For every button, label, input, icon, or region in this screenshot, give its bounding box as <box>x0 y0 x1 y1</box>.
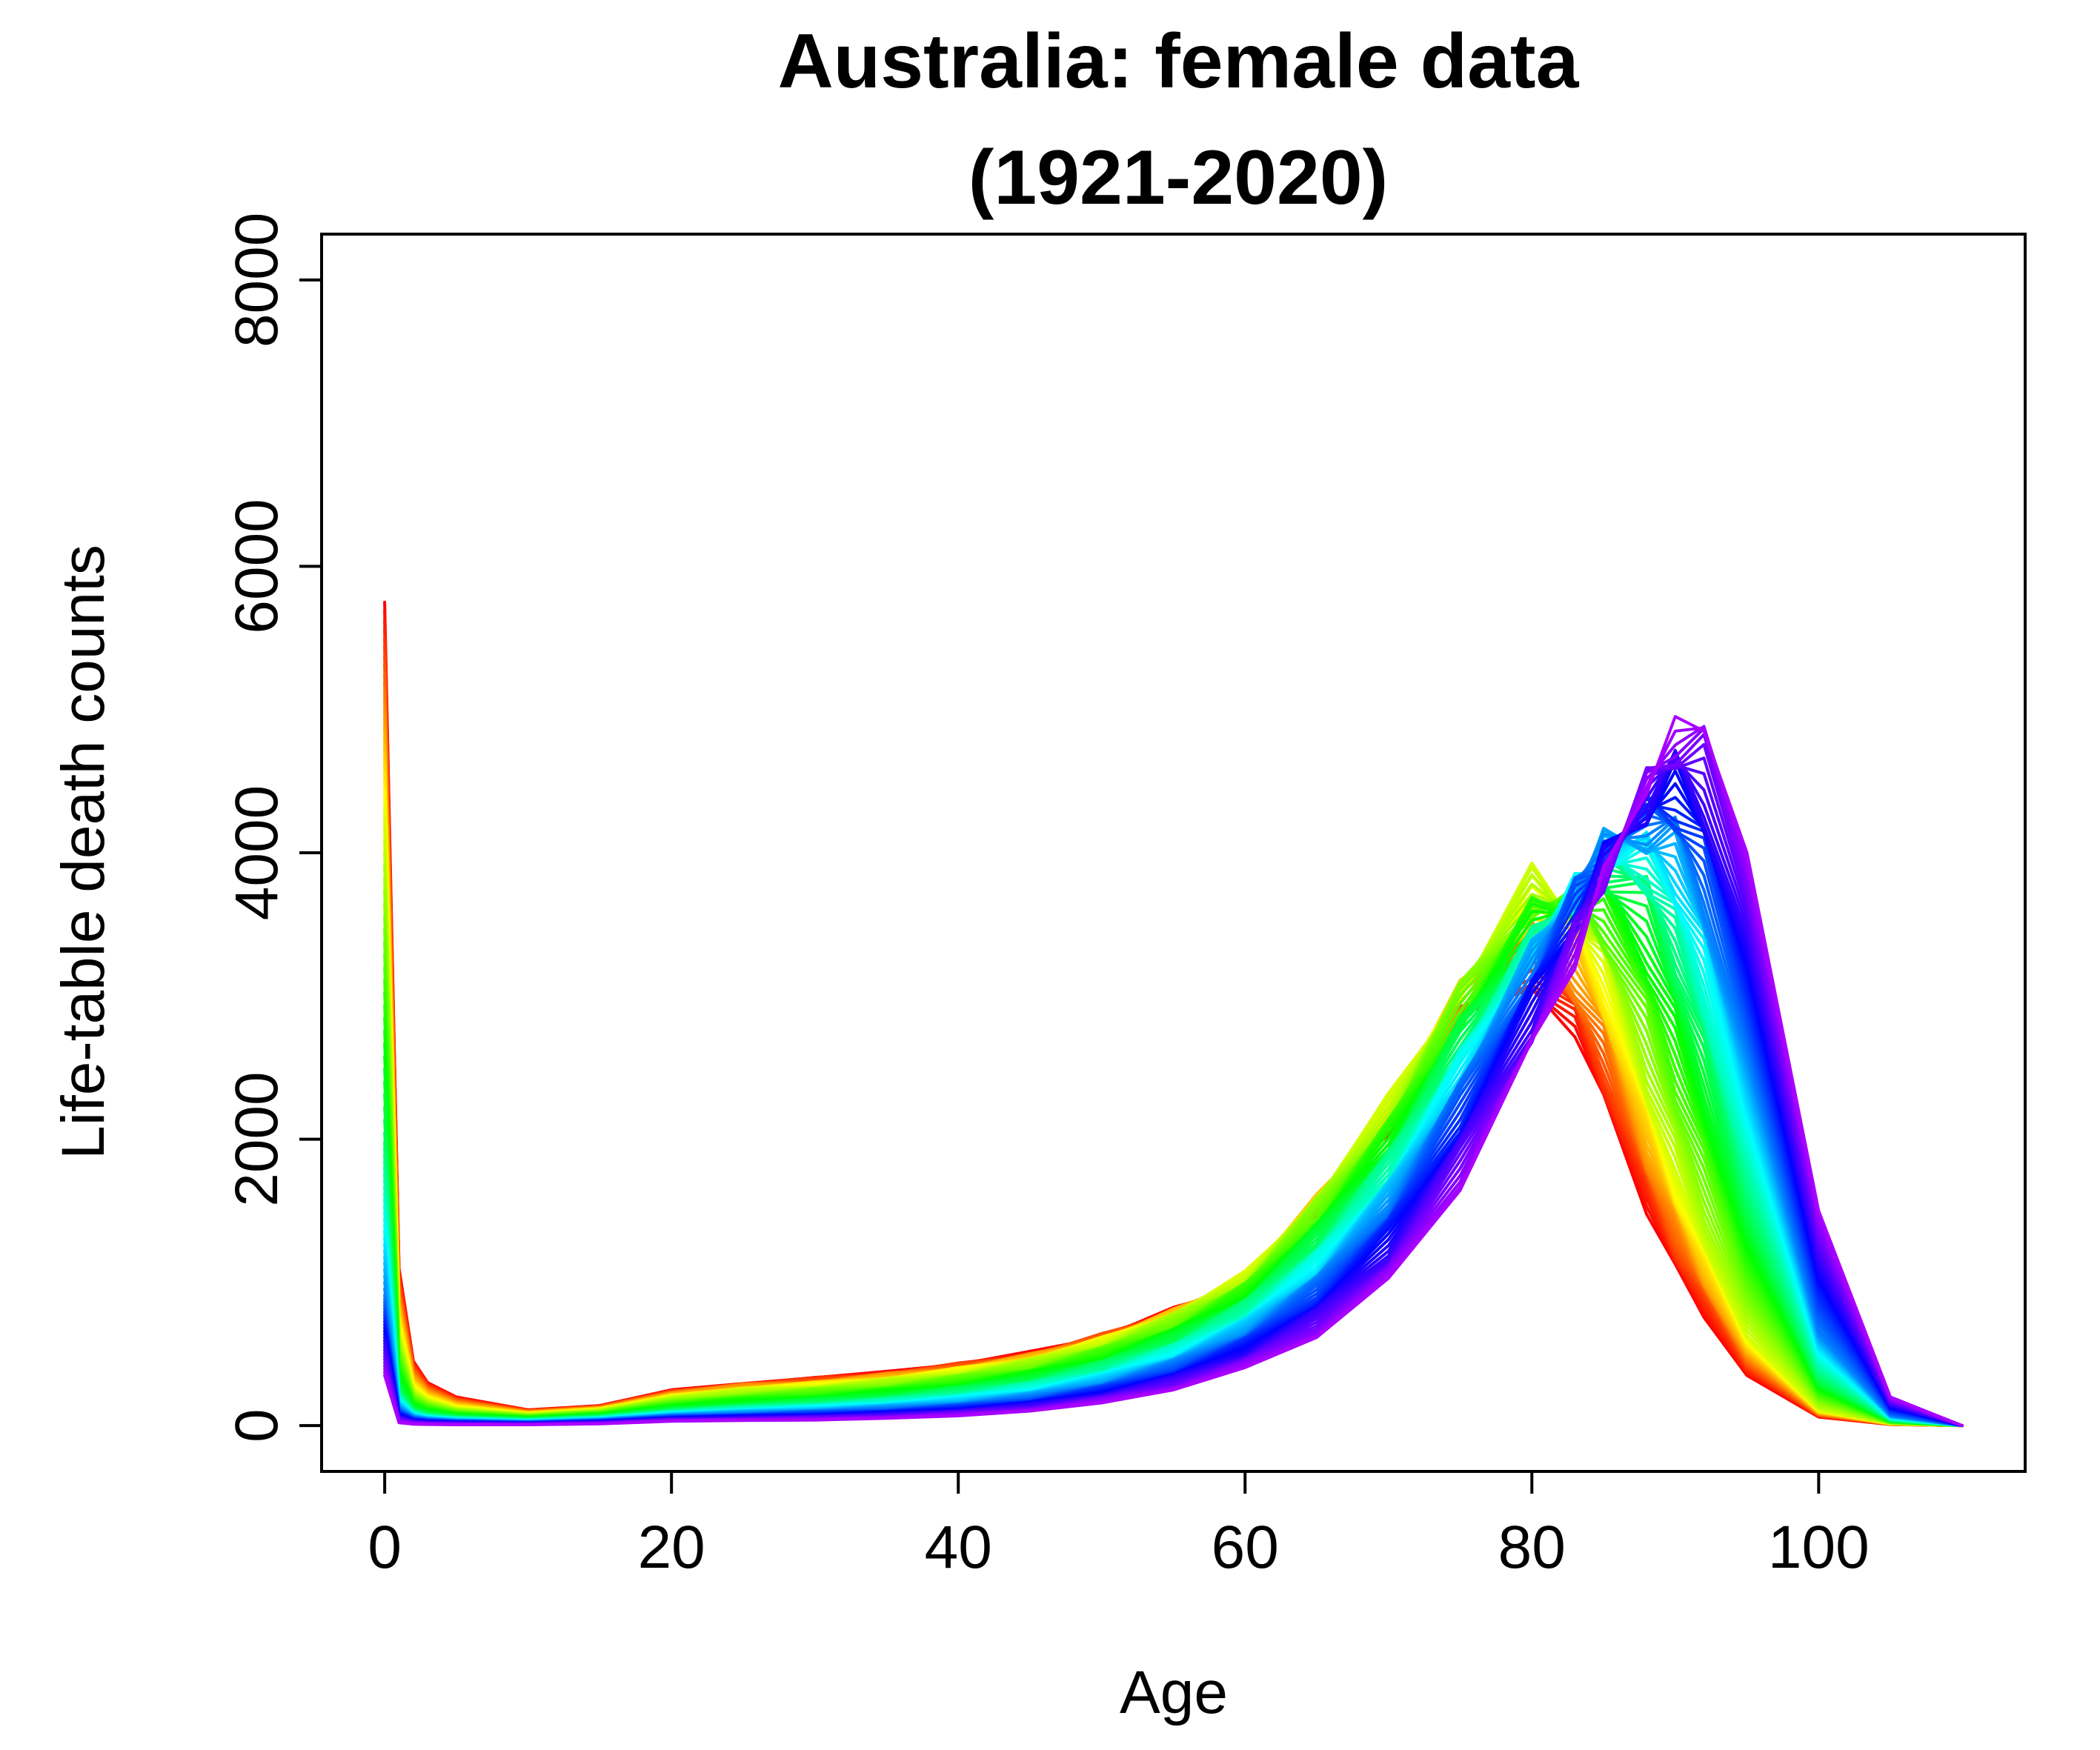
y-tick-label-0: 0 <box>223 1408 290 1443</box>
x-axis-ticks: 0 20 40 60 80 100 <box>368 1471 1870 1581</box>
y-axis-label: Life-table death counts <box>50 545 117 1160</box>
x-tick-label-100: 100 <box>1768 1514 1870 1581</box>
series-line-100 <box>383 715 1964 1428</box>
chart-title-line-1: Australia: female data <box>778 19 1580 104</box>
x-tick-label-0: 0 <box>368 1514 402 1581</box>
x-tick-label-20: 20 <box>638 1514 705 1581</box>
series-layer <box>383 600 1964 1428</box>
x-axis-label: Age <box>1120 1659 1228 1726</box>
y-tick-label-6000: 6000 <box>223 499 290 633</box>
y-tick-label-4000: 4000 <box>223 785 290 920</box>
chart-title-line-2: (1921-2020) <box>968 135 1389 221</box>
x-tick-label-80: 80 <box>1498 1514 1566 1581</box>
y-tick-label-8000: 8000 <box>223 213 290 347</box>
y-tick-label-2000: 2000 <box>223 1071 290 1206</box>
y-axis-ticks: 0 2000 4000 6000 8000 <box>223 213 322 1443</box>
x-tick-label-60: 60 <box>1212 1514 1279 1581</box>
x-tick-label-40: 40 <box>925 1514 992 1581</box>
